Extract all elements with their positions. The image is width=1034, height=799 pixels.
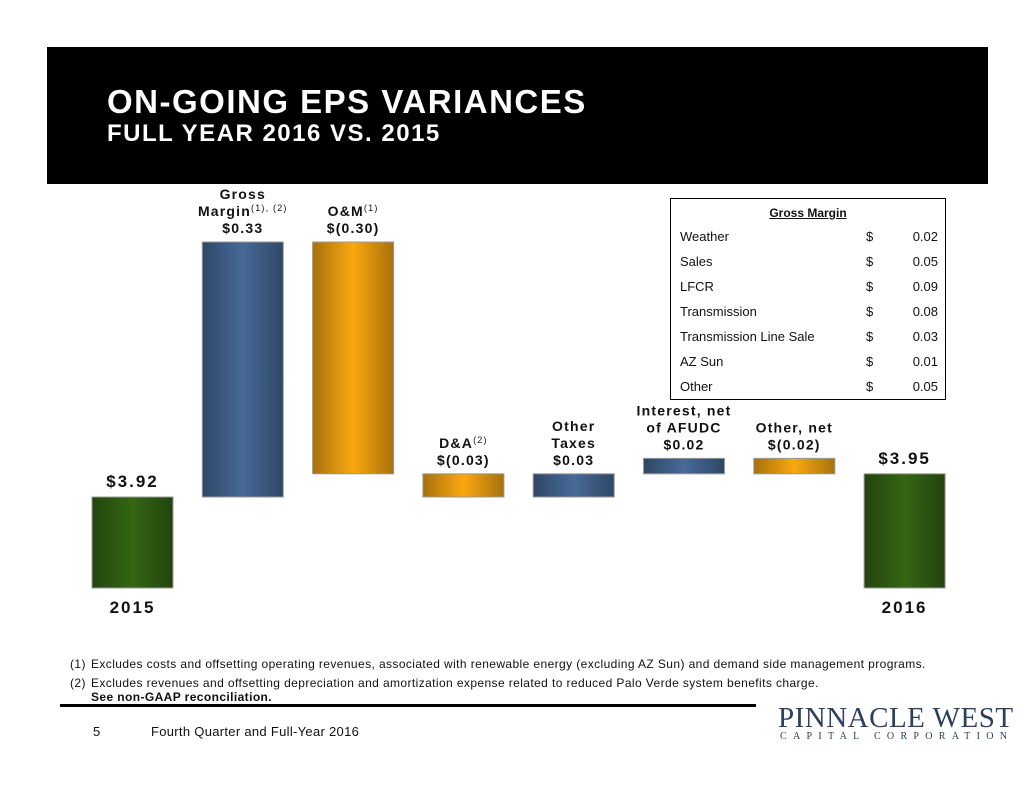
gross-margin-row-currency: $ (866, 329, 874, 344)
bar-value-label: $(0.03) (437, 452, 490, 468)
gross-margin-row-label: Other (680, 379, 713, 394)
gross-margin-row-value: 0.05 (912, 379, 938, 394)
gross-margin-row: Weather $0.02 (680, 229, 938, 249)
gross-margin-row-value: 0.05 (912, 254, 938, 269)
company-logo: PINNACLE WEST CAPITAL CORPORATION (778, 700, 1013, 750)
gross-margin-row-currency: $ (866, 229, 874, 244)
bar-value-label: $3.95 (878, 449, 931, 468)
gross-margin-row: Other $0.05 (680, 379, 938, 399)
gross-margin-row-label: Transmission (680, 304, 757, 319)
footnote-2-text: Excludes revenues and offsetting depreci… (91, 676, 819, 690)
gross-margin-row-label: LFCR (680, 279, 714, 294)
page-subtitle: FULL YEAR 2016 VS. 2015 (107, 120, 441, 147)
bar-value-label: $(0.30) (327, 220, 380, 236)
gross-margin-row-value: 0.02 (912, 229, 938, 244)
bar-category-label: Other (552, 418, 595, 434)
bar-category-label: D&A(2) (439, 435, 488, 451)
gross-margin-row: Transmission $0.08 (680, 304, 938, 324)
footnote-1-number: (1) (70, 657, 86, 671)
waterfall-bar (532, 473, 615, 498)
waterfall-bar (312, 241, 395, 475)
bar-value-label: $0.02 (663, 436, 704, 452)
gross-margin-row-label: AZ Sun (680, 354, 724, 369)
bar-value-label: $3.92 (106, 472, 159, 491)
gross-margin-row-value: 0.08 (912, 304, 938, 319)
bar-category-label: Interest, net (637, 402, 732, 418)
logo-wordmark: PINNACLE WEST (778, 702, 1014, 734)
footer-divider (60, 704, 756, 707)
bar-year-label: 2015 (110, 598, 156, 617)
gross-margin-row-currency: $ (866, 279, 874, 294)
footnote-1-text: Excludes costs and offsetting operating … (91, 657, 926, 671)
gross-margin-row-currency: $ (866, 354, 874, 369)
footnote-2-number: (2) (70, 676, 86, 690)
waterfall-bar (753, 457, 836, 475)
bar-category-label: Other, net (756, 419, 833, 435)
gross-margin-row: LFCR $0.09 (680, 279, 938, 299)
bar-category-label: Taxes (551, 435, 596, 451)
waterfall-bar (643, 457, 725, 475)
gross-margin-row-value: 0.09 (912, 279, 938, 294)
gross-margin-row-value: 0.03 (912, 329, 938, 344)
footer-text: Fourth Quarter and Full-Year 2016 (151, 724, 360, 739)
logo-tagline: CAPITAL CORPORATION (780, 731, 1014, 742)
bar-value-label: $0.33 (222, 220, 263, 236)
gross-margin-row: Sales $0.05 (680, 254, 938, 274)
page-title: ON-GOING EPS VARIANCES (107, 83, 587, 120)
waterfall-bar (422, 473, 505, 498)
gross-margin-row-label: Transmission Line Sale (680, 329, 815, 344)
gross-margin-row-label: Sales (680, 254, 713, 269)
page-number: 5 (93, 724, 101, 739)
bar-value-label: $0.03 (553, 452, 594, 468)
gross-margin-row-currency: $ (866, 379, 874, 394)
gross-margin-row-currency: $ (866, 254, 874, 269)
bar-category-label: Margin(1), (2) (198, 203, 288, 219)
waterfall-bar (91, 496, 174, 589)
bar-category-label: O&M(1) (328, 203, 379, 219)
bar-value-label: $(0.02) (768, 436, 821, 452)
gross-margin-row-value: 0.01 (912, 354, 938, 369)
gross-margin-row-label: Weather (680, 229, 729, 244)
gross-margin-row: AZ Sun $0.01 (680, 354, 938, 374)
gross-margin-row-currency: $ (866, 304, 874, 319)
bar-category-label: of AFUDC (646, 419, 721, 435)
title-banner: ON-GOING EPS VARIANCES FULL YEAR 2016 VS… (47, 47, 988, 184)
bar-year-label: 2016 (882, 598, 928, 617)
gross-margin-row: Transmission Line Sale $0.03 (680, 329, 938, 349)
gross-margin-table: Gross Margin Weather $0.02 Sales $0.05 LFCR $… (670, 198, 946, 400)
waterfall-bar (863, 473, 946, 589)
non-gaap-note: See non-GAAP reconciliation. (91, 690, 273, 704)
gross-margin-table-title: Gross Margin (769, 206, 847, 220)
bar-category-label: Gross (220, 186, 266, 202)
waterfall-bar (201, 241, 284, 498)
